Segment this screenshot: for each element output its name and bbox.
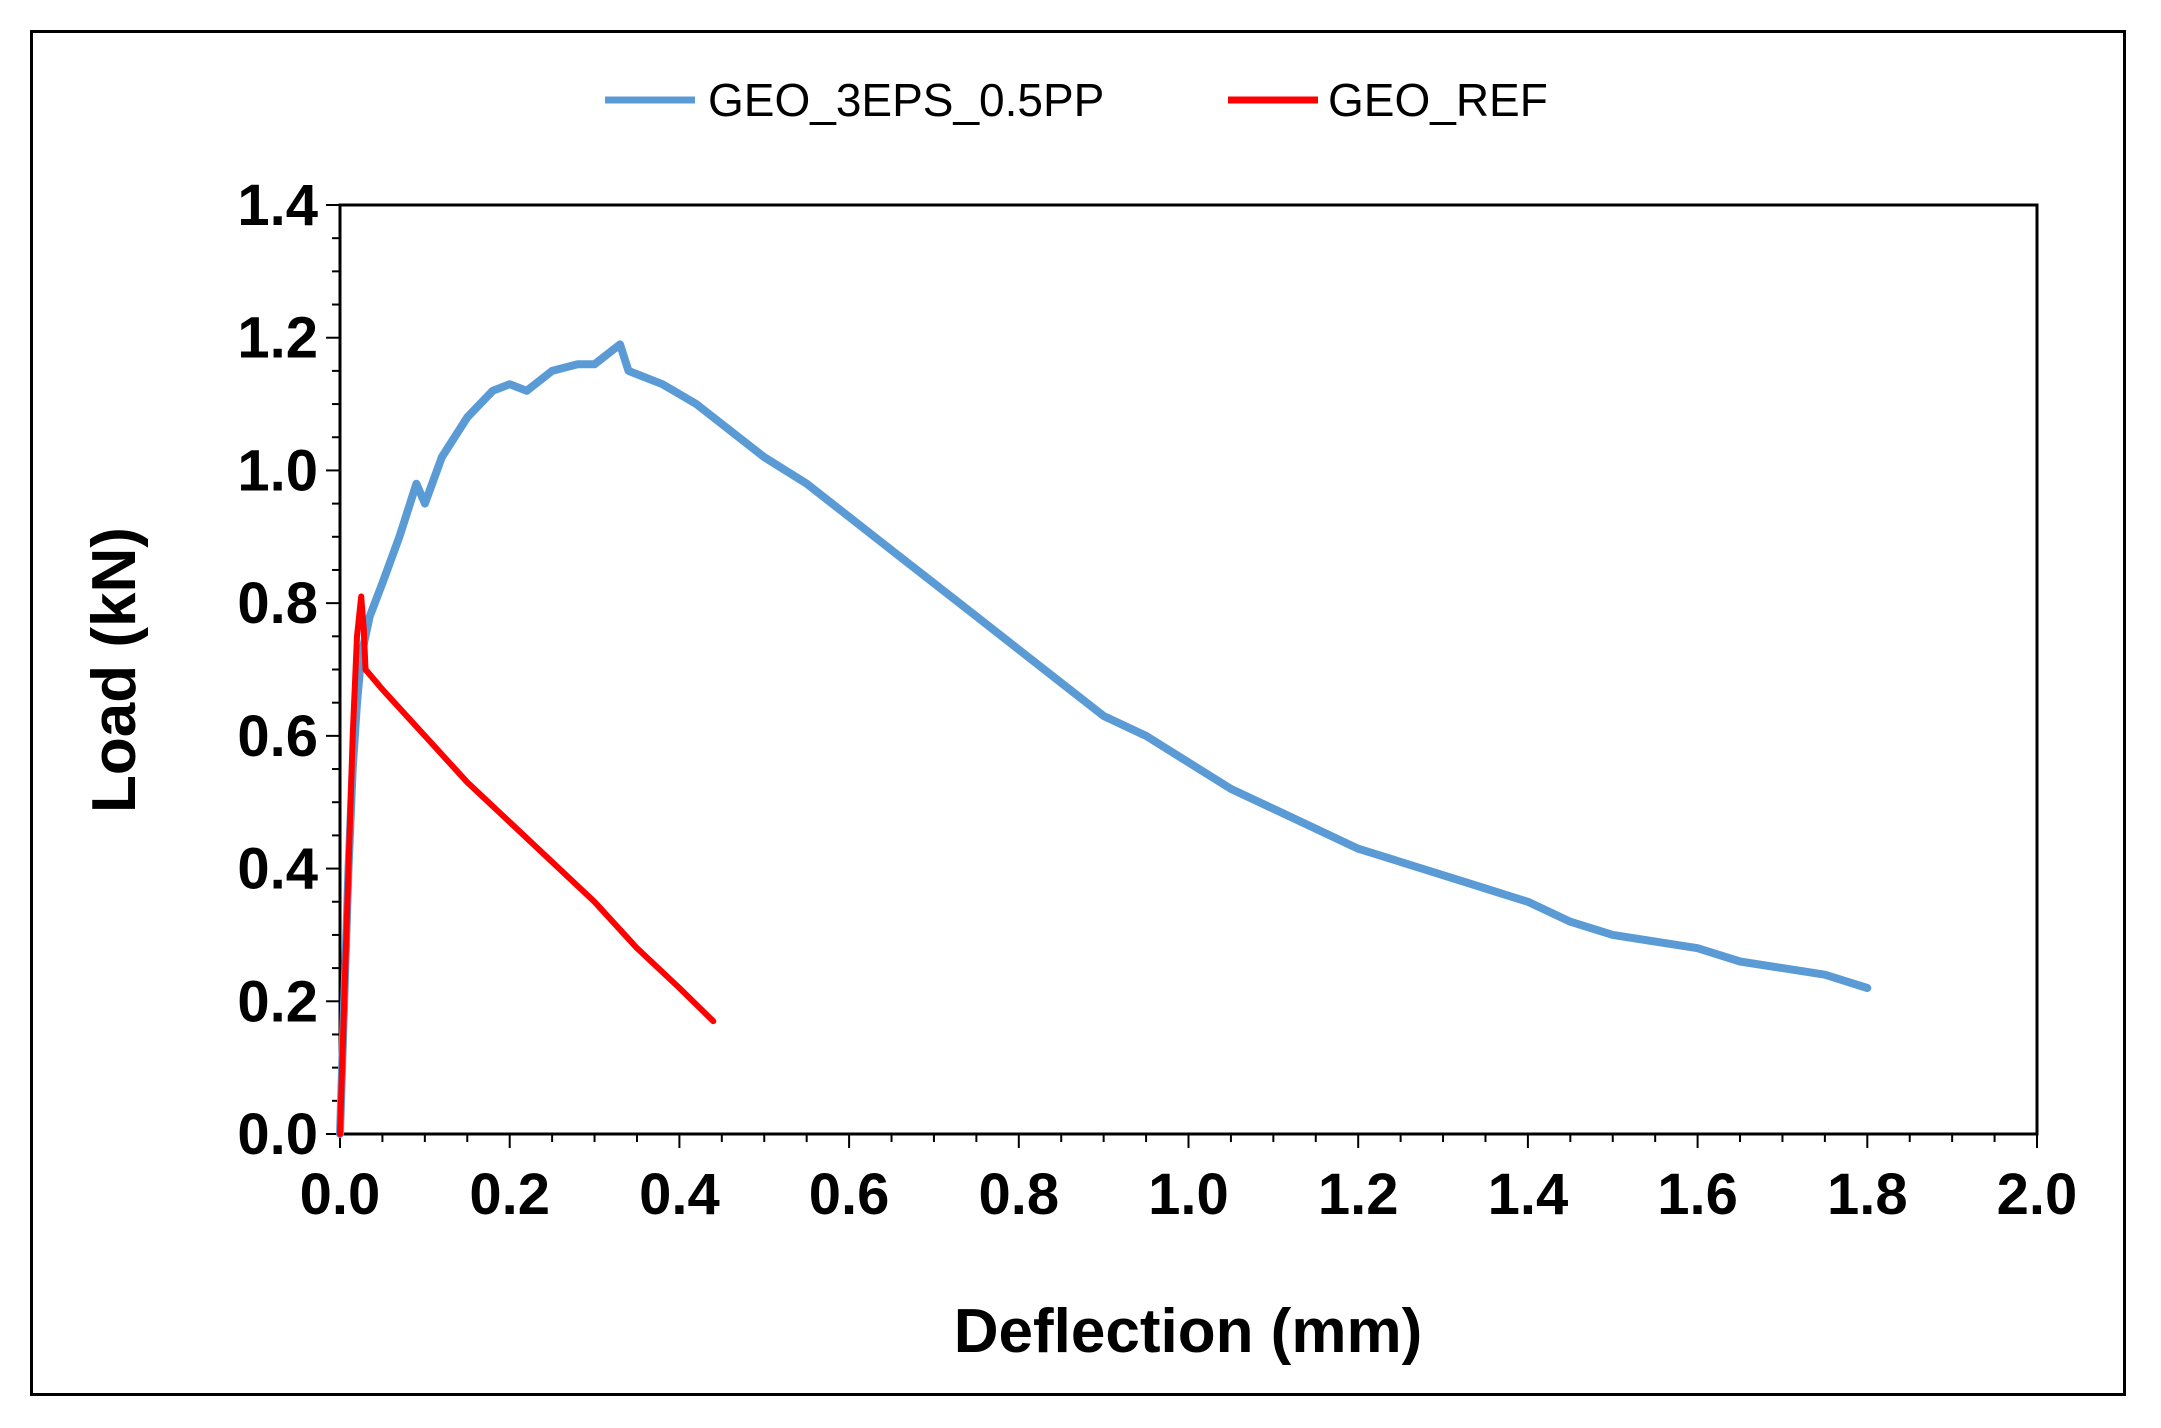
legend-label-2: GEO_REF (1328, 74, 1548, 126)
x-axis-title: Deflection (mm) (954, 1297, 1422, 1366)
series-layer (336, 340, 1872, 1138)
plot-area (338, 203, 2039, 1136)
x-tick-label: 0.6 (809, 1162, 890, 1227)
x-tick-label: 0.0 (300, 1162, 381, 1227)
y-tick-label: 0.6 (237, 704, 318, 769)
chart-frame (30, 30, 2126, 1396)
legend: GEO_3EPS_0.5PP GEO_REF (605, 74, 1548, 126)
x-tick-label: 0.4 (639, 1162, 720, 1227)
y-axis-title: Load (kN) (80, 527, 149, 813)
series-line-1 (336, 340, 1872, 1138)
y-tick-label: 0.0 (237, 1102, 318, 1167)
y-tick-label: 0.2 (237, 969, 318, 1034)
y-tick-labels: 0.0 0.2 0.4 0.6 0.8 1.0 1.2 1.4 (237, 173, 318, 1167)
x-tick-labels: 0.0 0.2 0.4 0.6 0.8 1.0 1.2 1.4 1.6 1.8 2.0 (300, 1162, 2078, 1227)
x-tick-label: 1.6 (1657, 1162, 1738, 1227)
x-tick-label: 1.2 (1318, 1162, 1399, 1227)
y-tick-label: 0.4 (237, 837, 318, 902)
x-tick-label: 2.0 (1997, 1162, 2078, 1227)
y-tick-label: 1.0 (237, 438, 318, 503)
y-tick-label: 0.8 (237, 571, 318, 636)
x-tick-label: 0.8 (978, 1162, 1059, 1227)
x-tick-label: 1.0 (1148, 1162, 1229, 1227)
y-tick-label: 1.4 (237, 173, 318, 238)
x-tick-label: 1.4 (1488, 1162, 1569, 1227)
legend-label-1: GEO_3EPS_0.5PP (708, 74, 1104, 126)
series-line-2 (337, 593, 717, 1137)
x-tick-label: 0.2 (469, 1162, 550, 1227)
axis-ticks (326, 204, 2038, 1148)
y-tick-label: 1.2 (237, 306, 318, 371)
x-tick-label: 1.8 (1827, 1162, 1908, 1227)
